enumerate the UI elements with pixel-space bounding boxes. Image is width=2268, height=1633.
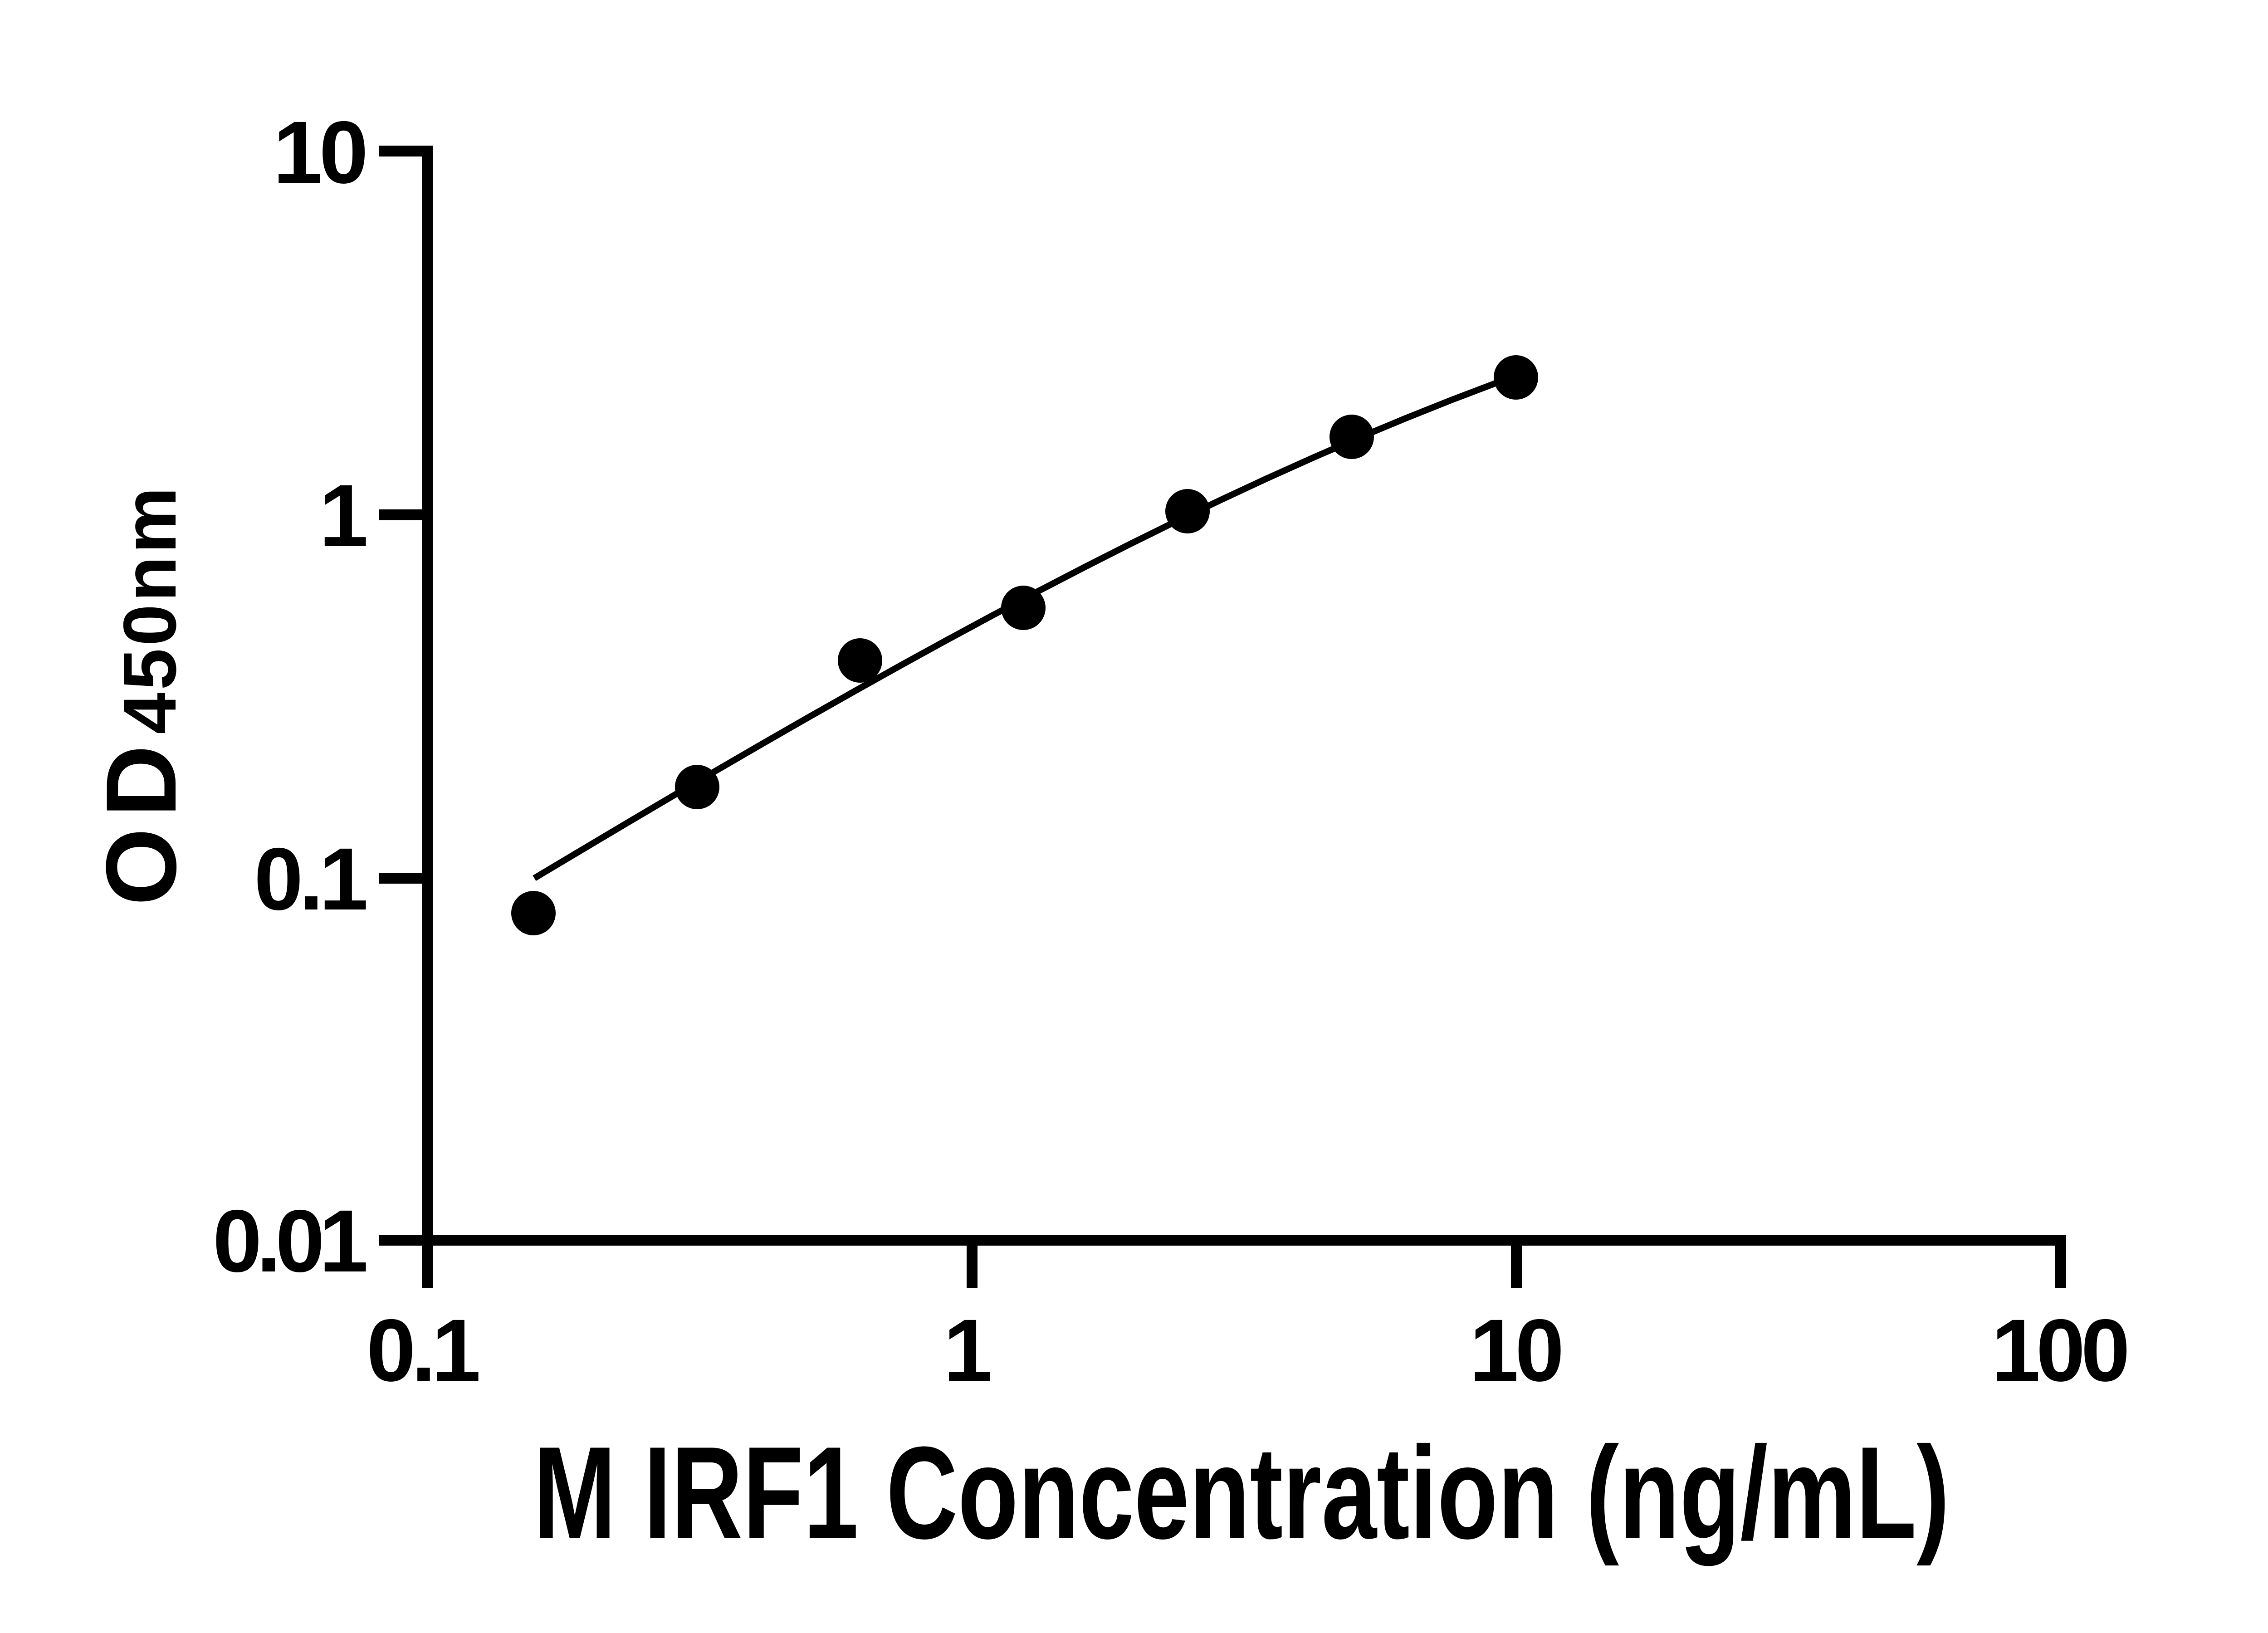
svg-text:0.1: 0.1: [367, 1301, 481, 1400]
svg-text:10: 10: [273, 103, 368, 202]
svg-text:0.01: 0.01: [213, 1192, 368, 1291]
svg-text:1: 1: [943, 1301, 992, 1400]
svg-text:M IRF1 Concentration (ng/mL): M IRF1 Concentration (ng/mL): [533, 1419, 1950, 1567]
svg-text:100: 100: [1991, 1301, 2130, 1400]
svg-text:0.1: 0.1: [254, 830, 368, 929]
svg-text:10: 10: [1470, 1301, 1564, 1400]
svg-text:1: 1: [319, 466, 368, 565]
